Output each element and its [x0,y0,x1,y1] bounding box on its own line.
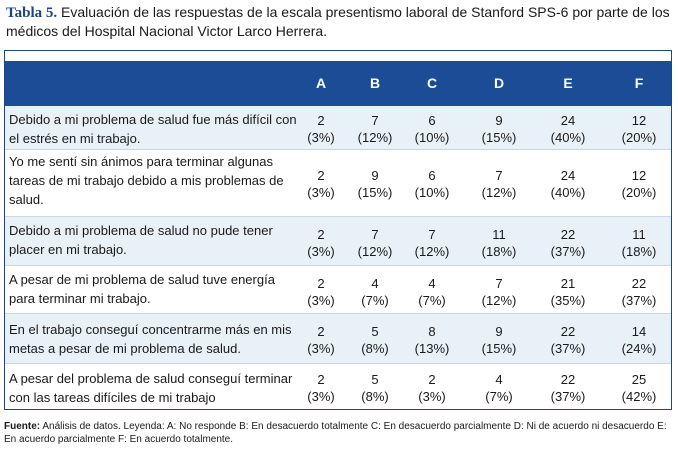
table-row: Yo me sentí sin ánimos para terminar alg… [5,149,671,216]
cell-d: 9 (15%) [481,113,517,145]
cell-f: 22 (37%) [621,276,657,308]
cell-e: 24 (40%) [550,168,586,200]
table-row: En el trabajo conseguí concentrarme más … [5,313,671,363]
cell-b: 7 (12%) [357,113,393,145]
col-header-b: B [369,75,381,91]
col-header-d: D [493,75,505,91]
cell-b: 4 (7%) [361,276,389,308]
cell-e: 22 (37%) [550,372,586,404]
cell-b: 9 (15%) [357,168,393,200]
cell-b: 5 (8%) [361,372,389,404]
cell-c: 7 (12%) [414,227,450,259]
footnote-label: Fuente: [4,421,41,432]
row-question: A pesar de mi problema de salud tuve ene… [9,272,275,306]
cell-b: 5 (8%) [361,324,389,356]
table-row: A pesar del problema de salud conseguí t… [5,363,671,409]
table-row: Debido a mi problema de salud fue más di… [5,106,671,149]
cell-a: 2 (3%) [307,324,335,356]
row-question: En el trabajo conseguí concentrarme más … [9,322,292,356]
row-divider [5,149,671,150]
cell-d: 4 (7%) [485,372,513,404]
cell-e: 22 (37%) [550,227,586,259]
cell-f: 12 (20%) [621,113,657,145]
cell-f: 14 (24%) [621,324,657,356]
cell-b: 7 (12%) [357,227,393,259]
table-row: Debido a mi problema de salud no pude te… [5,216,671,265]
footnote-text: Análisis de datos. Leyenda: A: No respon… [4,421,667,445]
cell-a: 2 (3%) [307,276,335,308]
row-question: Debido a mi problema de salud fue más di… [9,112,297,146]
row-question: A pesar del problema de salud conseguí t… [9,371,293,405]
cell-d: 7 (12%) [481,276,517,308]
cell-d: 9 (15%) [481,324,517,356]
cell-e: 21 (35%) [550,276,586,308]
table-footnote: Fuente: Análisis de datos. Leyenda: A: N… [4,420,676,446]
cell-a: 2 (3%) [307,227,335,259]
row-divider [5,216,671,217]
col-header-f: F [634,75,644,91]
caption-label: Tabla 5. [6,5,58,21]
cell-a: 2 (3%) [307,113,335,145]
col-header-c: C [426,75,438,91]
col-header-e: E [563,75,573,91]
caption-text: Evaluación de las respuestas de la escal… [6,4,670,39]
cell-d: 7 (12%) [481,168,517,200]
row-question: Debido a mi problema de salud no pude te… [9,223,273,257]
row-divider [5,265,671,266]
cell-f: 11 (18%) [621,227,657,259]
cell-c: 6 (10%) [414,113,450,145]
table-caption: Tabla 5. Evaluación de las respuestas de… [6,3,674,40]
row-divider [5,363,671,364]
cell-f: 12 (20%) [621,168,657,200]
cell-c: 4 (7%) [418,276,446,308]
cell-c: 8 (13%) [414,324,450,356]
cell-a: 2 (3%) [307,372,335,404]
row-divider [5,313,671,314]
table-frame: A B C D E F Debido a mi problema de salu… [4,50,672,410]
cell-e: 22 (37%) [550,324,586,356]
cell-a: 2 (3%) [307,168,335,200]
cell-c: 6 (10%) [414,168,450,200]
cell-e: 24 (40%) [550,113,586,145]
table-row: A pesar de mi problema de salud tuve ene… [5,265,671,313]
col-header-a: A [315,75,327,91]
cell-f: 25 (42%) [621,372,657,404]
cell-d: 11 (18%) [481,227,517,259]
row-question: Yo me sentí sin ánimos para terminar alg… [9,154,284,207]
cell-c: 2 (3%) [418,372,446,404]
table-header: A B C D E F [5,61,671,106]
